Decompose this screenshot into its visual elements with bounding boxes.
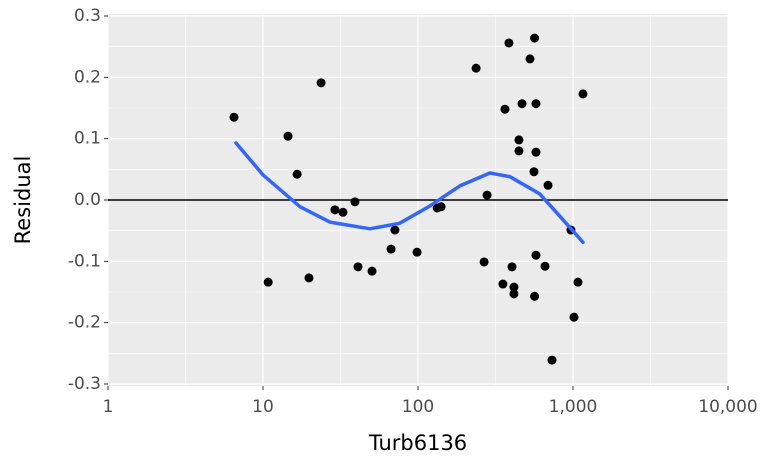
point	[386, 244, 396, 254]
point	[471, 63, 481, 73]
point	[316, 78, 326, 88]
point	[412, 247, 422, 257]
smooth-line	[234, 141, 585, 245]
x-tick-label: 10,000	[698, 397, 757, 417]
y-tick-label: 0.1	[74, 129, 101, 149]
point	[509, 282, 519, 292]
point	[531, 147, 541, 157]
point	[304, 273, 314, 283]
point	[504, 38, 514, 48]
y-tick-label: 0.2	[74, 67, 101, 87]
point	[507, 262, 517, 272]
point	[353, 262, 363, 272]
point	[482, 190, 492, 200]
point	[292, 169, 302, 179]
point	[436, 202, 446, 212]
point	[500, 104, 510, 114]
y-tick-label: -0.3	[68, 374, 101, 394]
y-axis-title: Residual	[11, 156, 35, 245]
y-tick-label: -0.2	[68, 313, 101, 333]
point	[531, 99, 541, 109]
point	[514, 135, 524, 145]
point	[338, 207, 348, 217]
x-axis-title: Turb6136	[368, 431, 467, 455]
point	[498, 279, 508, 289]
y-tick-label: 0.0	[74, 190, 101, 210]
point	[390, 225, 400, 235]
point	[479, 257, 489, 267]
point	[569, 312, 579, 322]
x-tick-label: 100	[402, 397, 434, 417]
point	[350, 197, 360, 207]
point	[263, 277, 273, 287]
point	[573, 277, 583, 287]
point	[283, 131, 293, 141]
point	[531, 250, 541, 260]
point	[540, 261, 550, 271]
point	[517, 99, 527, 109]
point	[578, 89, 588, 99]
point	[514, 146, 524, 156]
point	[529, 167, 539, 177]
point	[543, 180, 553, 190]
point	[509, 289, 519, 299]
point	[530, 33, 540, 43]
point	[367, 266, 377, 276]
point	[229, 112, 239, 122]
point	[330, 205, 340, 215]
y-tick-label: -0.1	[68, 251, 101, 271]
point	[525, 54, 535, 64]
point	[547, 355, 557, 365]
x-tick-label: 1,000	[549, 397, 598, 417]
point	[530, 291, 540, 301]
x-tick-label: 1	[103, 397, 114, 417]
y-tick-label: 0.3	[74, 6, 101, 26]
x-tick-label: 10	[252, 397, 274, 417]
